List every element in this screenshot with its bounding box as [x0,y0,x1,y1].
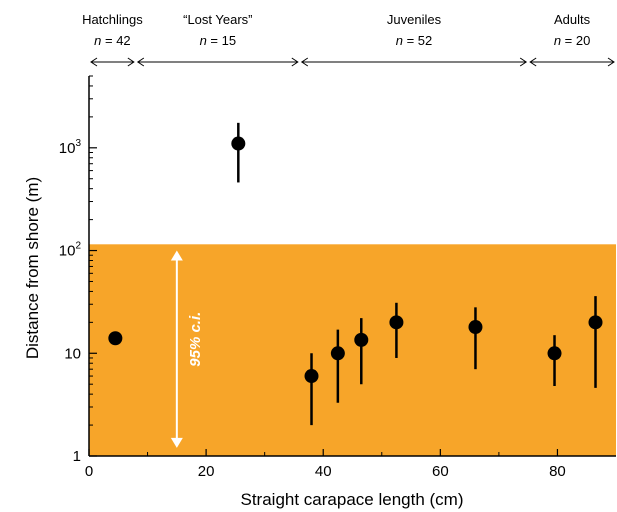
stage-name: Adults [554,12,591,27]
stage-sample-size: n = 20 [554,33,591,48]
data-points-layer [108,122,603,426]
data-point [304,369,319,384]
x-axis-label: Straight carapace length (cm) [241,490,464,509]
stage-arrow-right [127,57,135,67]
data-point [231,136,246,151]
data-point [108,331,123,346]
y-tick-label: 103 [59,138,82,157]
life-stage-layer: Hatchlings n = 42 “Lost Years” n = 15 Juveni… [82,12,615,67]
y-tick-label: 1 [73,448,81,465]
y-tick-label: 10 [64,345,81,362]
data-point [547,346,562,361]
ci-annotation-layer: 95% c.i. [170,250,204,448]
x-tick-label: 80 [549,463,566,480]
stage-arrow-left [300,57,309,67]
shaded-region [89,244,616,456]
x-tick-label: 60 [432,463,449,480]
stage-sample-size: n = 42 [94,33,131,48]
stage-arrow-left [90,57,98,67]
stage-name: Juveniles [387,12,442,27]
x-tick-label: 40 [315,463,332,480]
shaded-region-layer [89,244,616,456]
data-point [330,346,345,361]
data-point [468,320,483,335]
stage-name: “Lost Years” [183,12,252,27]
stage-arrow-right [607,57,615,67]
ci-arrow-down [170,437,183,448]
x-tick-label: 20 [198,463,215,480]
stage-arrow-right [291,57,299,67]
data-point [389,315,404,330]
stage-sample-size: n = 52 [396,33,433,48]
stage-name: Hatchlings [82,12,143,27]
stage-arrow-left [136,57,145,67]
y-tick-label: 102 [59,241,82,260]
stage-arrow-left [529,57,537,67]
y-axis-label: Distance from shore (m) [23,177,42,359]
stage-sample-size: n = 15 [200,33,237,48]
x-tick-label: 0 [85,463,93,480]
data-point [588,315,603,330]
ci-label: 95% c.i. [187,312,204,367]
stage-arrow-right [519,57,528,67]
ci-arrow-up [170,250,183,261]
data-point [354,332,369,347]
